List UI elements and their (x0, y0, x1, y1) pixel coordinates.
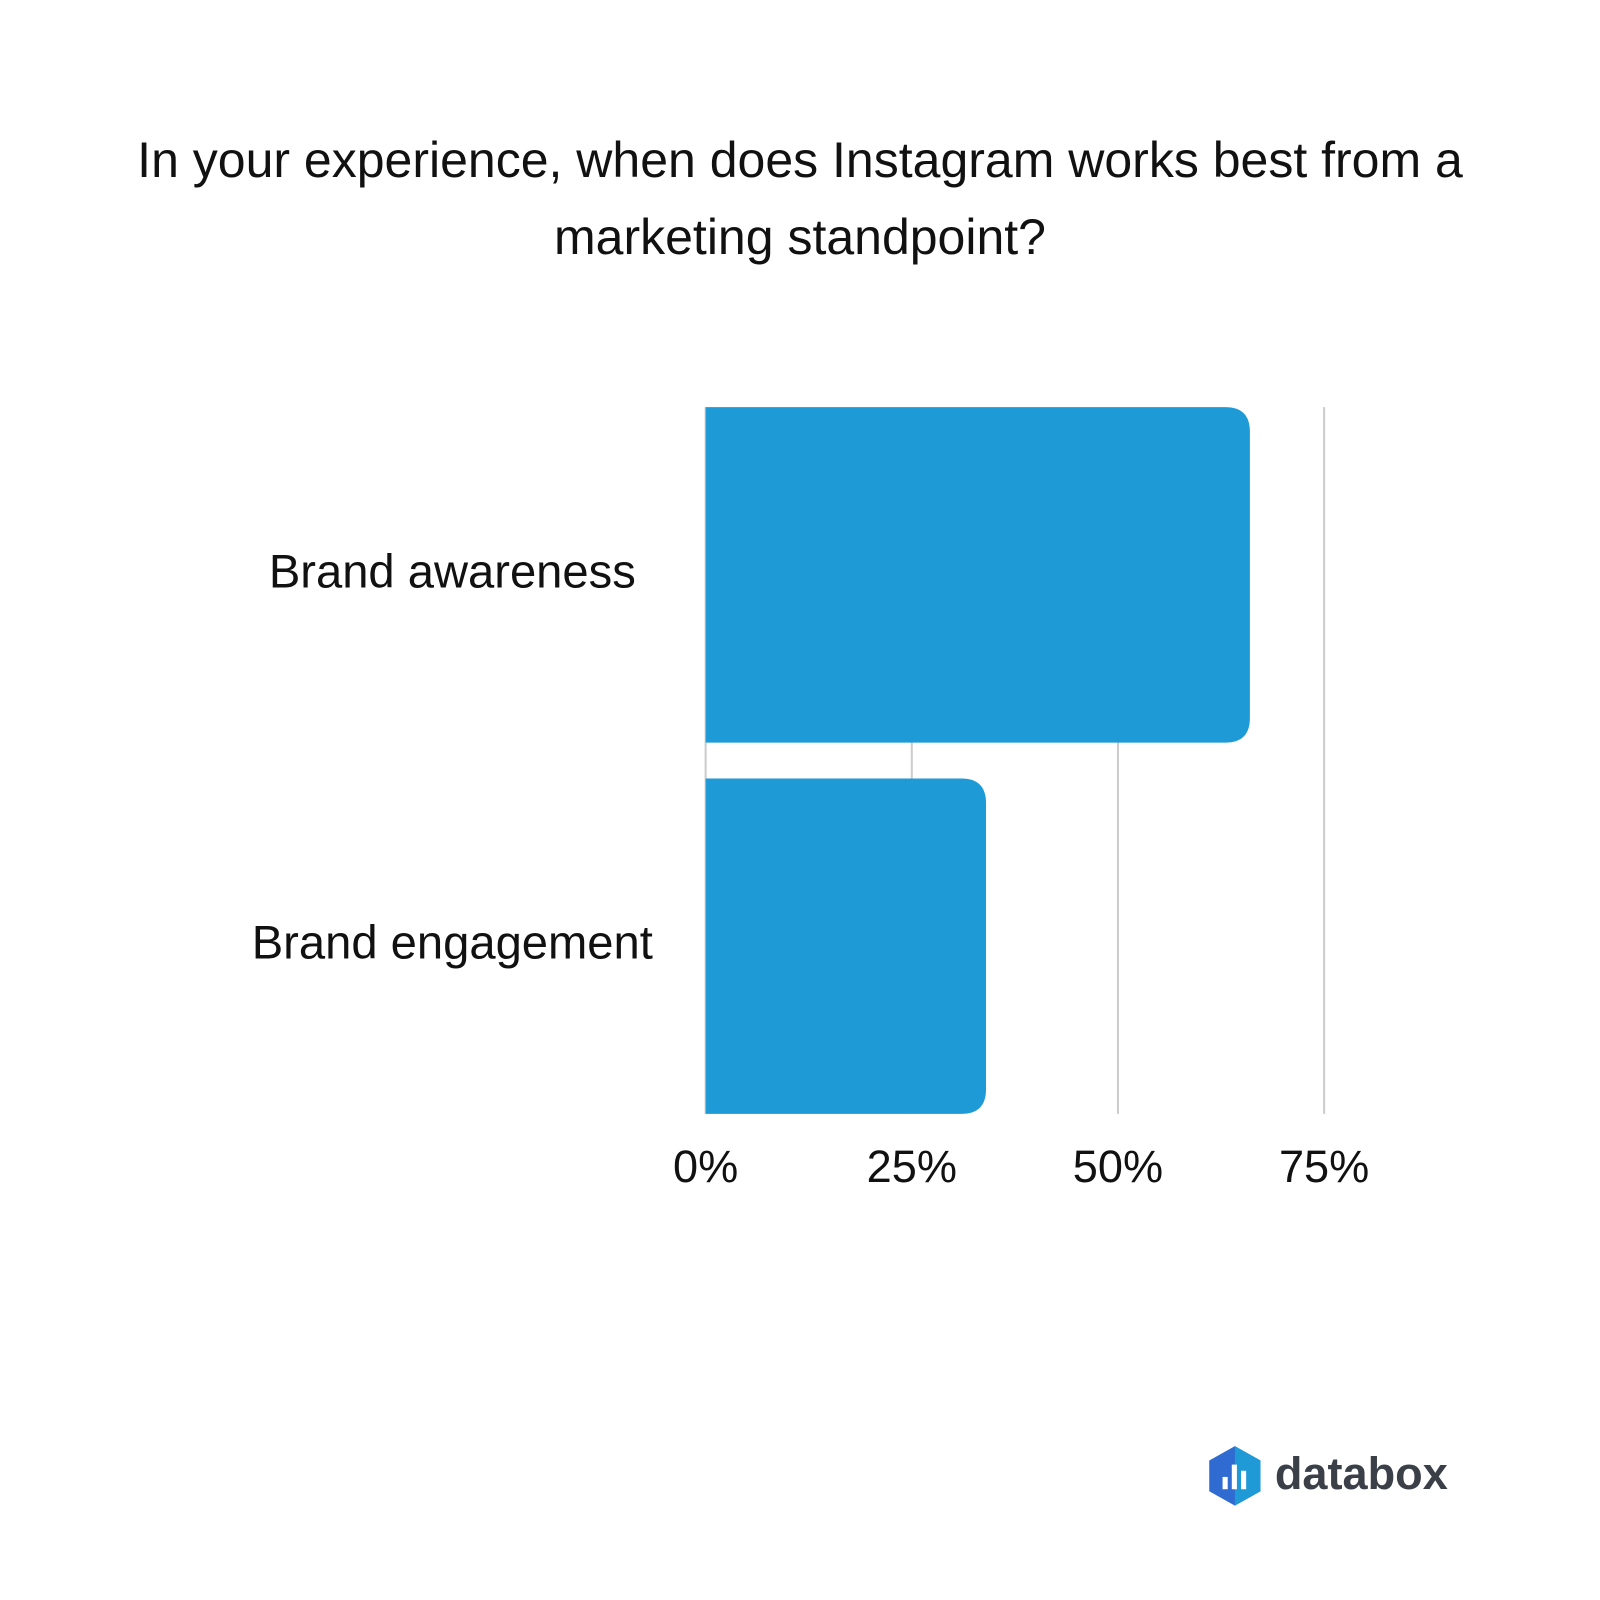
chart-title: In your experience, when does Instagram … (137, 132, 1463, 265)
y-tick-label: Brand engagement (252, 916, 653, 969)
x-tick-label: 0% (673, 1141, 738, 1192)
bar (705, 407, 1250, 743)
y-tick-label: Brand awareness (269, 544, 636, 597)
logo-icon (1209, 1446, 1261, 1506)
bar (705, 778, 987, 1114)
logo-text: databox (1275, 1448, 1448, 1499)
x-tick-label: 75% (1279, 1141, 1369, 1192)
x-tick-label: 50% (1073, 1141, 1163, 1192)
x-tick-label: 25% (867, 1141, 957, 1192)
